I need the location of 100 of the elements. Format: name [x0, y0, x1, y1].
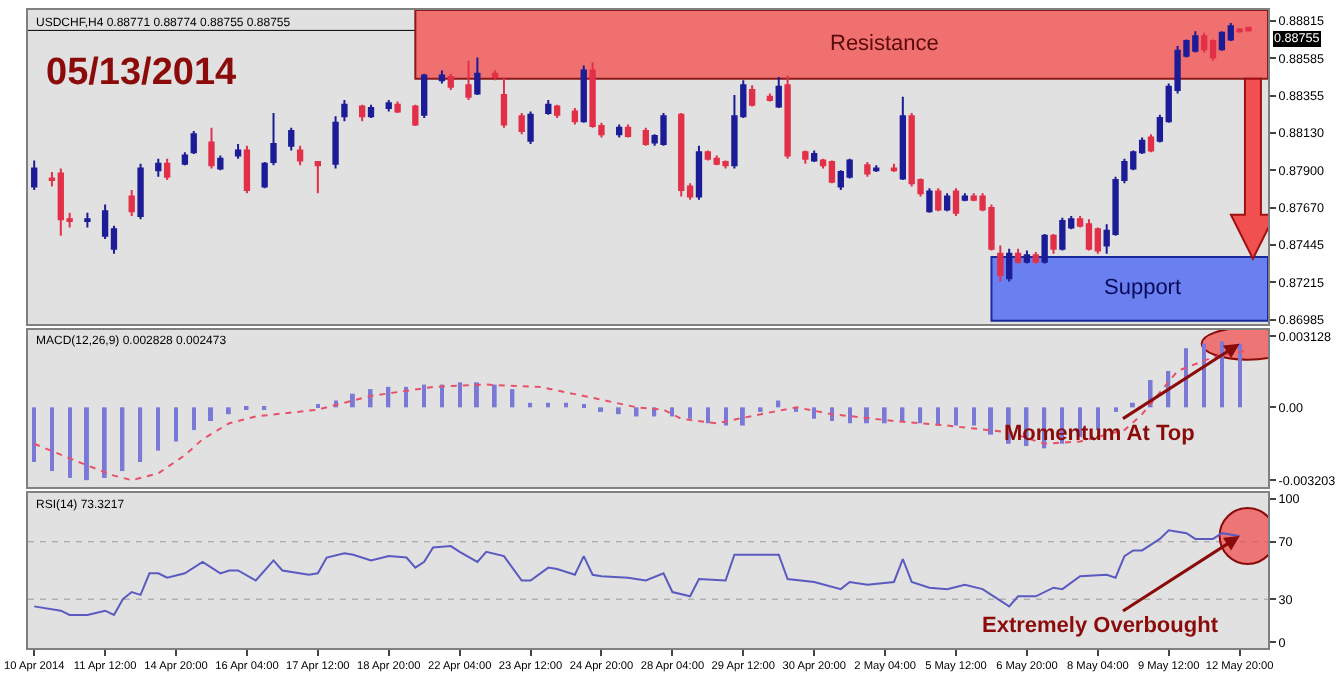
- candlestick: [695, 144, 703, 201]
- candlestick: [616, 123, 623, 139]
- band-label: Support: [1104, 276, 1182, 300]
- candlestick: [1209, 38, 1217, 62]
- bar: [882, 407, 887, 424]
- candlestick: [1218, 30, 1226, 52]
- candlestick: [926, 187, 933, 214]
- candlestick: [943, 192, 951, 213]
- candlestick: [412, 103, 419, 128]
- bar: [458, 382, 462, 408]
- candlestick: [890, 162, 898, 173]
- candlestick: [421, 72, 428, 119]
- bar: [386, 386, 391, 408]
- candlestick: [678, 112, 685, 198]
- candlestick: [447, 72, 454, 92]
- candlestick: [394, 100, 401, 114]
- bar: [1238, 343, 1242, 408]
- candlestick: [802, 149, 809, 165]
- candlestick: [270, 112, 277, 167]
- candlestick: [899, 95, 906, 182]
- candlestick: [518, 112, 525, 136]
- candlestick: [864, 161, 871, 178]
- bar: [32, 407, 36, 462]
- bar: [350, 393, 355, 408]
- bar: [120, 407, 125, 472]
- candlestick: [128, 188, 135, 218]
- bar: [102, 407, 107, 478]
- candlestick: [208, 126, 215, 170]
- candlestick: [766, 92, 774, 103]
- candlestick: [190, 130, 197, 155]
- candlestick: [1014, 247, 1022, 265]
- candlestick: [181, 151, 189, 167]
- bar: [226, 407, 231, 415]
- candlestick: [1085, 218, 1093, 252]
- candlestick: [624, 123, 632, 139]
- text: 05/13/2014: [46, 52, 238, 94]
- annotation: Momentum At Top: [1004, 422, 1196, 446]
- candlestick: [84, 211, 91, 229]
- bar: [1184, 348, 1188, 408]
- bar: [192, 407, 196, 431]
- candlestick: [163, 157, 171, 182]
- candlestick: [137, 162, 144, 221]
- bar: [208, 407, 214, 421]
- candlestick: [1050, 233, 1057, 255]
- bar: [812, 407, 816, 419]
- candlestick: [642, 126, 649, 147]
- bar: [1130, 402, 1135, 408]
- candlestick: [571, 107, 579, 126]
- candlestick: [1032, 251, 1039, 265]
- bar: [1220, 341, 1224, 408]
- candlestick: [722, 159, 729, 170]
- candlestick: [332, 115, 339, 170]
- bar: [138, 407, 143, 462]
- bar: [688, 407, 692, 419]
- candlestick: [314, 161, 321, 195]
- candlestick: [961, 192, 969, 203]
- candlestick: [438, 69, 446, 85]
- candlestick: [491, 69, 499, 82]
- bar: [84, 407, 89, 481]
- candlestick: [811, 149, 818, 164]
- bar: [848, 407, 852, 424]
- bar: [988, 407, 994, 435]
- candlestick: [385, 98, 392, 113]
- candlestick: [935, 187, 942, 213]
- candlestick: [527, 110, 534, 146]
- bar: [900, 407, 905, 421]
- bar: [616, 407, 621, 415]
- bar: [156, 407, 160, 451]
- candlestick: [500, 76, 508, 129]
- candlestick: [873, 164, 880, 173]
- candlestick: [465, 59, 472, 101]
- candlestick: [155, 157, 162, 178]
- candlestick: [1059, 216, 1066, 252]
- annotation: Extremely Overbought: [982, 614, 1219, 638]
- candlestick: [775, 76, 782, 110]
- candlestick: [748, 84, 756, 108]
- bar: [706, 407, 710, 424]
- bar: [68, 407, 72, 478]
- candlestick: [1006, 247, 1013, 283]
- bar: [474, 382, 479, 408]
- candlestick: [31, 159, 38, 191]
- bar: [972, 407, 976, 426]
- bar: [1202, 343, 1206, 408]
- bar: [510, 389, 515, 408]
- candlestick: [1041, 233, 1048, 265]
- candlestick: [997, 244, 1004, 283]
- candlestick: [1023, 249, 1031, 265]
- candlestick: [243, 144, 251, 195]
- candlestick: [1094, 226, 1101, 255]
- candlestick: [234, 143, 242, 160]
- bar: [422, 384, 426, 408]
- candlestick: [1147, 133, 1155, 154]
- candlestick: [474, 56, 481, 97]
- bar: [174, 407, 178, 442]
- candlestick: [784, 74, 791, 160]
- candlestick: [580, 64, 587, 124]
- candlestick: [288, 126, 295, 152]
- candlestick: [261, 161, 268, 190]
- candlestick: [553, 103, 561, 119]
- candlestick: [358, 103, 366, 123]
